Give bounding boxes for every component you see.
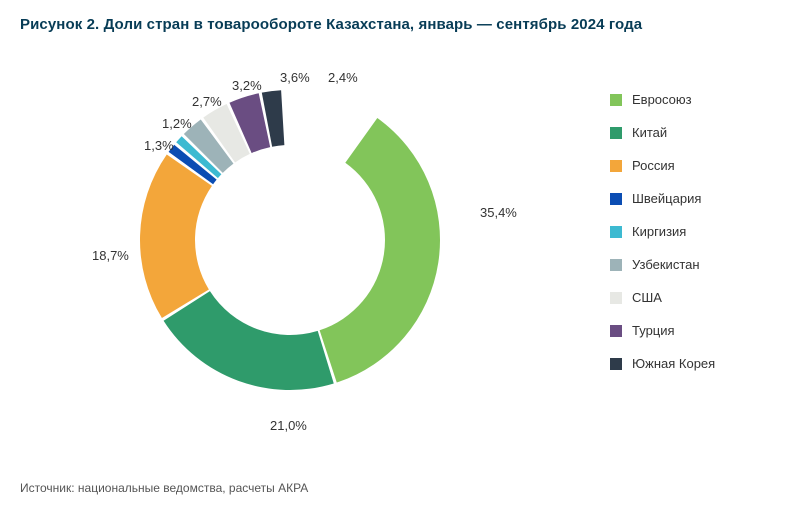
legend-item: Южная Корея <box>610 356 770 371</box>
legend-swatch <box>610 94 622 106</box>
data-label: 3,6% <box>280 70 310 85</box>
legend-label: Киргизия <box>632 224 686 239</box>
legend-label: США <box>632 290 662 305</box>
legend-item: Швейцария <box>610 191 770 206</box>
legend-item: Турция <box>610 323 770 338</box>
legend-item: Киргизия <box>610 224 770 239</box>
donut-slice <box>320 118 440 382</box>
legend-item: Узбекистан <box>610 257 770 272</box>
legend-label: Евросоюз <box>632 92 692 107</box>
legend-label: Швейцария <box>632 191 701 206</box>
legend-swatch <box>610 358 622 370</box>
data-label: 1,2% <box>162 116 192 131</box>
legend-item: США <box>610 290 770 305</box>
data-label: 2,7% <box>192 94 222 109</box>
legend: Евросоюз Китай Россия Швейцария Киргизия Узбе… <box>610 92 770 389</box>
legend-label: Китай <box>632 125 667 140</box>
legend-item: Евросоюз <box>610 92 770 107</box>
donut-slice <box>164 291 334 390</box>
data-label: 18,7% <box>92 248 129 263</box>
legend-swatch <box>610 292 622 304</box>
legend-swatch <box>610 226 622 238</box>
legend-label: Южная Корея <box>632 356 715 371</box>
data-label: 21,0% <box>270 418 307 433</box>
figure-source: Источник: национальные ведомства, расчет… <box>20 481 308 495</box>
donut-slice <box>140 154 212 318</box>
legend-swatch <box>610 127 622 139</box>
data-label: 35,4% <box>480 205 517 220</box>
legend-label: Узбекистан <box>632 257 700 272</box>
figure-title: Рисунок 2. Доли стран в товарообороте Ка… <box>20 16 642 33</box>
data-label: 3,2% <box>232 78 262 93</box>
figure-container: Рисунок 2. Доли стран в товарообороте Ка… <box>0 0 800 517</box>
legend-label: Россия <box>632 158 675 173</box>
data-label: 2,4% <box>328 70 358 85</box>
legend-swatch <box>610 160 622 172</box>
legend-item: Китай <box>610 125 770 140</box>
legend-swatch <box>610 259 622 271</box>
legend-label: Турция <box>632 323 675 338</box>
legend-swatch <box>610 193 622 205</box>
data-label: 1,3% <box>144 138 174 153</box>
legend-swatch <box>610 325 622 337</box>
legend-item: Россия <box>610 158 770 173</box>
